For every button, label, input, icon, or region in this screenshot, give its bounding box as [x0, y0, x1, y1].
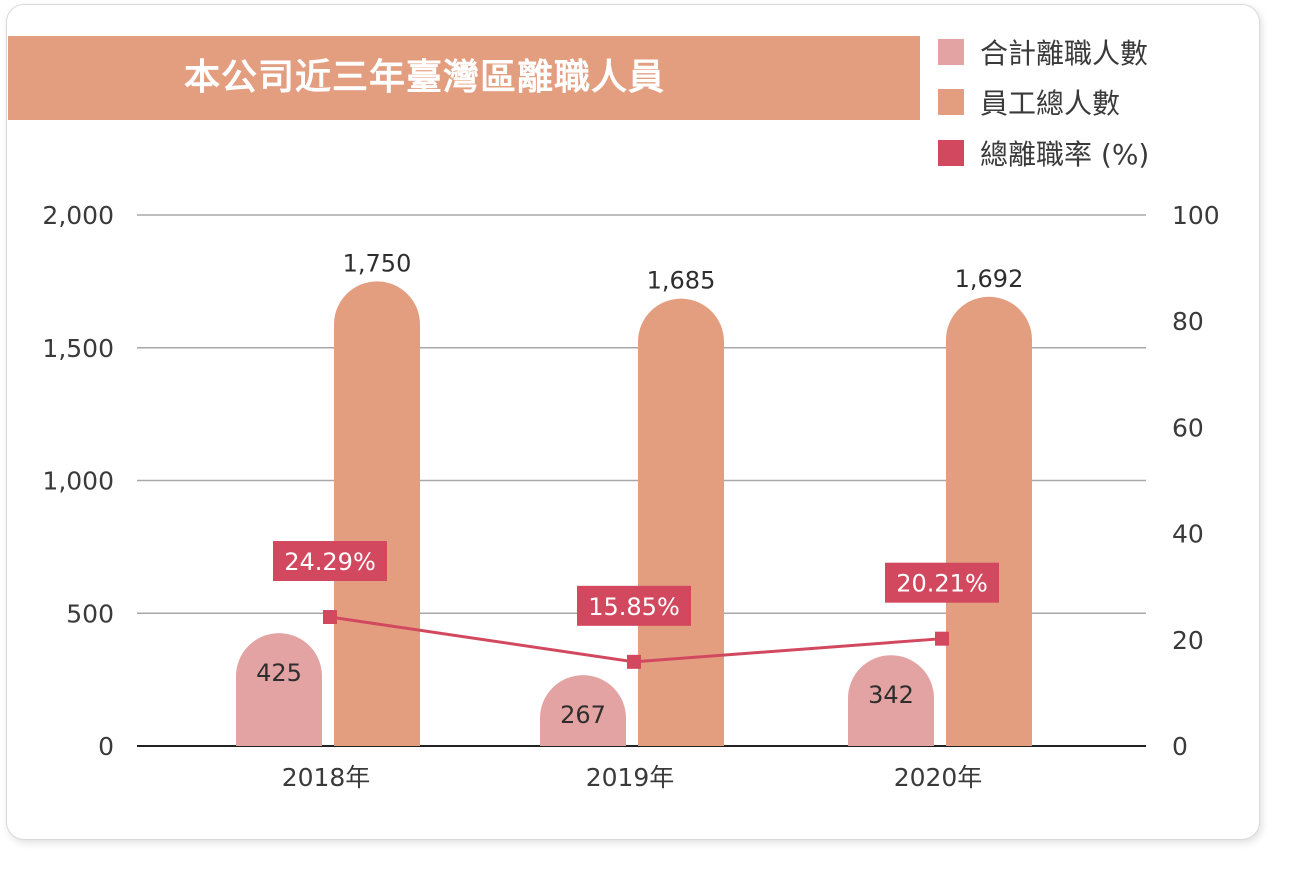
bar-resigned: [540, 675, 626, 746]
y-right-tick-label: 0: [1172, 732, 1188, 761]
turnover-rate-label: 15.85%: [588, 593, 680, 621]
turnover-rate-marker: [323, 610, 337, 625]
legend-label-resigned: 合計離職人數: [980, 37, 1149, 70]
chart-card: [6, 4, 1260, 840]
bar-resigned: [236, 633, 322, 746]
turnover-rate-label-box: [577, 585, 691, 626]
y-right-tick-label: 20: [1172, 626, 1204, 655]
turnover-rate-marker: [935, 631, 949, 646]
legend-swatch-turnover-rate: [938, 140, 964, 166]
chart-title: 本公司近三年臺灣區離職人員: [184, 57, 666, 98]
turnover-rate-label-box: [885, 562, 999, 603]
data-label-resigned: 267: [560, 701, 606, 729]
legend-item-resigned: 合計離職人數: [938, 32, 1148, 72]
y-right-tick-label: 40: [1172, 520, 1204, 549]
y-left-tick-label: 1,500: [42, 334, 114, 363]
y-left-tick-label: 1,000: [42, 467, 114, 496]
turnover-rate-label: 24.29%: [284, 548, 376, 576]
bar-resigned: [848, 655, 934, 746]
turnover-rate-label-box: [273, 541, 387, 582]
x-tick-label: 2018年: [282, 763, 371, 792]
data-label-resigned: 425: [256, 659, 302, 687]
y-left-tick-label: 2,000: [42, 201, 114, 230]
legend-item-total-staff: 員工總人數: [938, 82, 1120, 122]
data-label-resigned: 342: [868, 681, 914, 709]
x-tick-label: 2020年: [894, 763, 983, 792]
bar-total-staff: [334, 281, 420, 746]
x-tick-label: 2019年: [586, 763, 675, 792]
legend-label-total-staff: 員工總人數: [980, 87, 1121, 120]
data-label-total-staff: 1,692: [955, 265, 1024, 293]
legend-label-turnover-rate: 總離職率 (%): [980, 138, 1150, 171]
title-banner: 本公司近三年臺灣區離職人員: [8, 36, 920, 120]
data-label-total-staff: 1,685: [647, 267, 716, 295]
data-label-total-staff: 1,750: [343, 249, 412, 277]
bar-total-staff: [638, 298, 724, 746]
bar-total-staff: [946, 296, 1032, 746]
y-left-tick-label: 500: [66, 599, 114, 628]
y-right-tick-label: 100: [1172, 201, 1220, 230]
legend-swatch-resigned: [938, 39, 964, 65]
y-right-tick-label: 60: [1172, 413, 1204, 442]
turnover-rate-marker: [627, 654, 641, 669]
legend-item-turnover-rate: 總離職率 (%): [938, 133, 1149, 173]
y-right-tick-label: 80: [1172, 307, 1204, 336]
y-left-tick-label: 0: [98, 732, 114, 761]
legend-swatch-total-staff: [938, 89, 964, 115]
turnover-rate-label: 20.21%: [896, 570, 988, 598]
